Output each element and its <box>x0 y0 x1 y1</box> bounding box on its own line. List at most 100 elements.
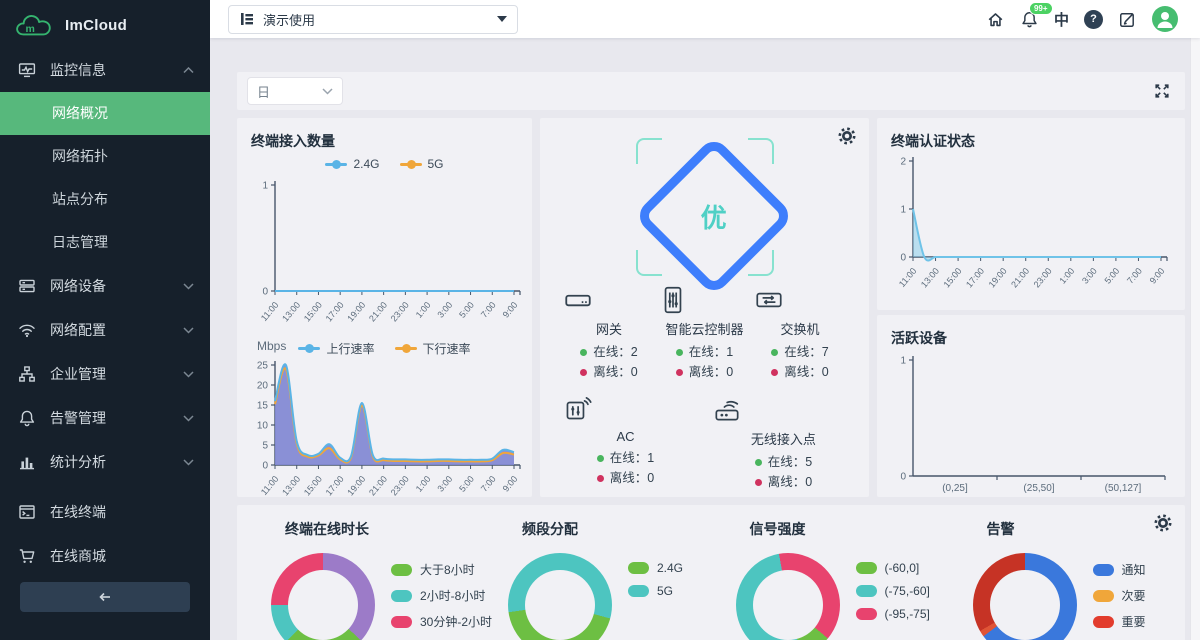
device-name: AC <box>616 429 635 444</box>
legend-item[interactable]: 大于8小时 <box>391 561 492 578</box>
scrollbar[interactable] <box>1190 38 1200 640</box>
svg-text:20: 20 <box>257 381 269 392</box>
svg-text:1: 1 <box>262 181 268 192</box>
donut-legend: 2.4G 5G <box>628 553 683 598</box>
server-icon <box>18 277 36 295</box>
device-status-cloud-controller: 智能云控制器 在线：1 离线：0 <box>657 284 751 382</box>
sidebar-item-log-management[interactable]: 日志管理 <box>52 234 108 250</box>
online-count: 在线：1 <box>609 451 655 465</box>
legend-item[interactable]: 2小时-8小时 <box>391 587 492 604</box>
device-status-row: 网关 在线：2 离线：0 智能云控制器 在线：1 离线：0 交换机 在线：7 离线：0 <box>540 284 869 382</box>
feedback-button[interactable] <box>1118 10 1137 29</box>
edit-icon <box>1118 10 1137 29</box>
legend-label: (-75,-60] <box>884 584 930 598</box>
device-status-ac: AC 在线：1 离线：0 <box>560 394 692 492</box>
chevron-down-icon <box>322 87 333 95</box>
language-toggle[interactable]: 中 <box>1054 9 1069 30</box>
chevron-down-icon <box>183 414 194 422</box>
donut-section-online-duration: 终端在线时长 大于8小时 2小时-8小时 30分钟-2小时 <box>237 505 492 640</box>
legend-item[interactable]: 2.4G <box>325 157 380 171</box>
sidebar-item-statistics[interactable]: 统计分析 <box>0 440 210 484</box>
svg-text:11:00: 11:00 <box>259 474 281 497</box>
sidebar-item-site-distribution[interactable]: 站点分布 <box>52 191 108 207</box>
legend-item[interactable]: 次要 <box>1092 587 1146 604</box>
legend-label: 2.4G <box>353 157 380 171</box>
svg-text:3:00: 3:00 <box>435 474 454 494</box>
legend-color-chip <box>1092 615 1114 628</box>
online-dot-icon <box>675 348 683 356</box>
sidebar-item-enterprise-mgmt[interactable]: 企业管理 <box>0 352 210 396</box>
legend-item[interactable]: 下行速率 <box>394 340 471 357</box>
sidebar-item-label: 在线商城 <box>50 548 106 564</box>
donut-legend: 大于8小时 2小时-8小时 30分钟-2小时 <box>391 553 492 630</box>
svg-text:9:00: 9:00 <box>1148 266 1167 286</box>
active-devices-card: 活跃设备 0 1 (0,25] (25,50] (50,127] <box>877 315 1185 497</box>
svg-text:9:00: 9:00 <box>501 300 520 320</box>
settings-button[interactable] <box>837 126 857 146</box>
card-title: 终端接入数量 <box>251 133 335 149</box>
fullscreen-button[interactable] <box>1153 82 1171 100</box>
controller-icon <box>657 284 751 316</box>
legend-label: 大于8小时 <box>420 563 475 577</box>
monitor-icon <box>18 61 36 79</box>
period-select[interactable]: 日 <box>247 77 343 105</box>
legend-label: 2.4G <box>657 561 684 575</box>
arrow-left-icon <box>96 589 114 605</box>
legend-color-chip <box>628 585 649 597</box>
y-axis-unit: Mbps <box>257 339 287 353</box>
donut-body: 2.4G 5G <box>474 553 702 640</box>
corner-bracket-icon <box>635 138 662 164</box>
online-count: 在线：2 <box>593 345 638 359</box>
legend-color-chip <box>1092 589 1114 602</box>
org-select[interactable]: 演示使用 <box>228 4 518 34</box>
sidebar-collapse-button[interactable] <box>20 582 190 612</box>
sidebar-item-network-devices[interactable]: 网络设备 <box>0 264 210 308</box>
svg-text:7:00: 7:00 <box>479 474 498 494</box>
home-button[interactable] <box>986 10 1005 29</box>
logo: m ImCloud <box>0 0 210 48</box>
user-menu[interactable] <box>1152 6 1178 32</box>
legend-item[interactable]: (-75,-60] <box>855 584 930 598</box>
help-button[interactable]: ? <box>1084 9 1103 29</box>
sidebar-item-network-overview[interactable]: 网络概况 <box>0 92 210 135</box>
svg-text:1:00: 1:00 <box>414 474 433 494</box>
sidebar-item-network-topology[interactable]: 网络拓扑 <box>52 148 108 164</box>
sidebar-item-monitoring[interactable]: 监控信息 <box>0 48 210 92</box>
svg-text:(50,127]: (50,127] <box>1105 483 1142 494</box>
legend-item[interactable]: 上行速率 <box>298 340 375 357</box>
gear-icon <box>838 127 856 145</box>
notifications-button[interactable]: 99+ <box>1020 1 1053 29</box>
svg-text:1:00: 1:00 <box>414 300 433 320</box>
cart-icon <box>18 547 36 565</box>
legend-item[interactable]: (-95,-75] <box>855 607 930 621</box>
svg-text:0: 0 <box>900 472 906 483</box>
legend-item[interactable]: (-60,0] <box>855 561 930 575</box>
sidebar-item-online-terminals[interactable]: 在线终端 <box>0 490 210 534</box>
legend-dot <box>401 343 411 353</box>
sidebar-item-alarm-mgmt[interactable]: 告警管理 <box>0 396 210 440</box>
throughput-chart: 0 5 10 15 20 25 11:00 13:00 15:00 17:00 19:00 21:00… <box>237 359 532 511</box>
filter-toolbar: 日 <box>237 72 1185 110</box>
card-title: 终端认证状态 <box>891 133 975 149</box>
chart-legend: Mbps 上行速率 下行速率 <box>237 337 532 359</box>
sidebar-item-network-config[interactable]: 网络配置 <box>0 308 210 352</box>
legend-item[interactable]: 通知 <box>1092 561 1146 578</box>
svg-text:5:00: 5:00 <box>457 474 476 494</box>
chevron-down-icon <box>497 16 507 22</box>
legend-item[interactable]: 重要 <box>1092 613 1146 630</box>
legend-item[interactable]: 30分钟-2小时 <box>391 613 492 630</box>
svg-text:1: 1 <box>900 356 906 367</box>
legend-color-chip <box>855 585 877 597</box>
legend-label: 5G <box>427 157 444 171</box>
sidebar-item-online-mall[interactable]: 在线商城 <box>0 534 210 578</box>
offline-count: 离线：0 <box>593 365 638 379</box>
sidebar-item-label: 统计分析 <box>50 454 106 470</box>
svg-text:1:00: 1:00 <box>1057 266 1076 286</box>
settings-button[interactable] <box>1153 513 1173 533</box>
legend-item[interactable]: 5G <box>628 584 683 598</box>
offline-count: 离线：0 <box>688 365 734 379</box>
legend-item[interactable]: 5G <box>399 157 444 171</box>
legend-item[interactable]: 2.4G <box>628 561 683 575</box>
donut-hole <box>288 570 358 640</box>
